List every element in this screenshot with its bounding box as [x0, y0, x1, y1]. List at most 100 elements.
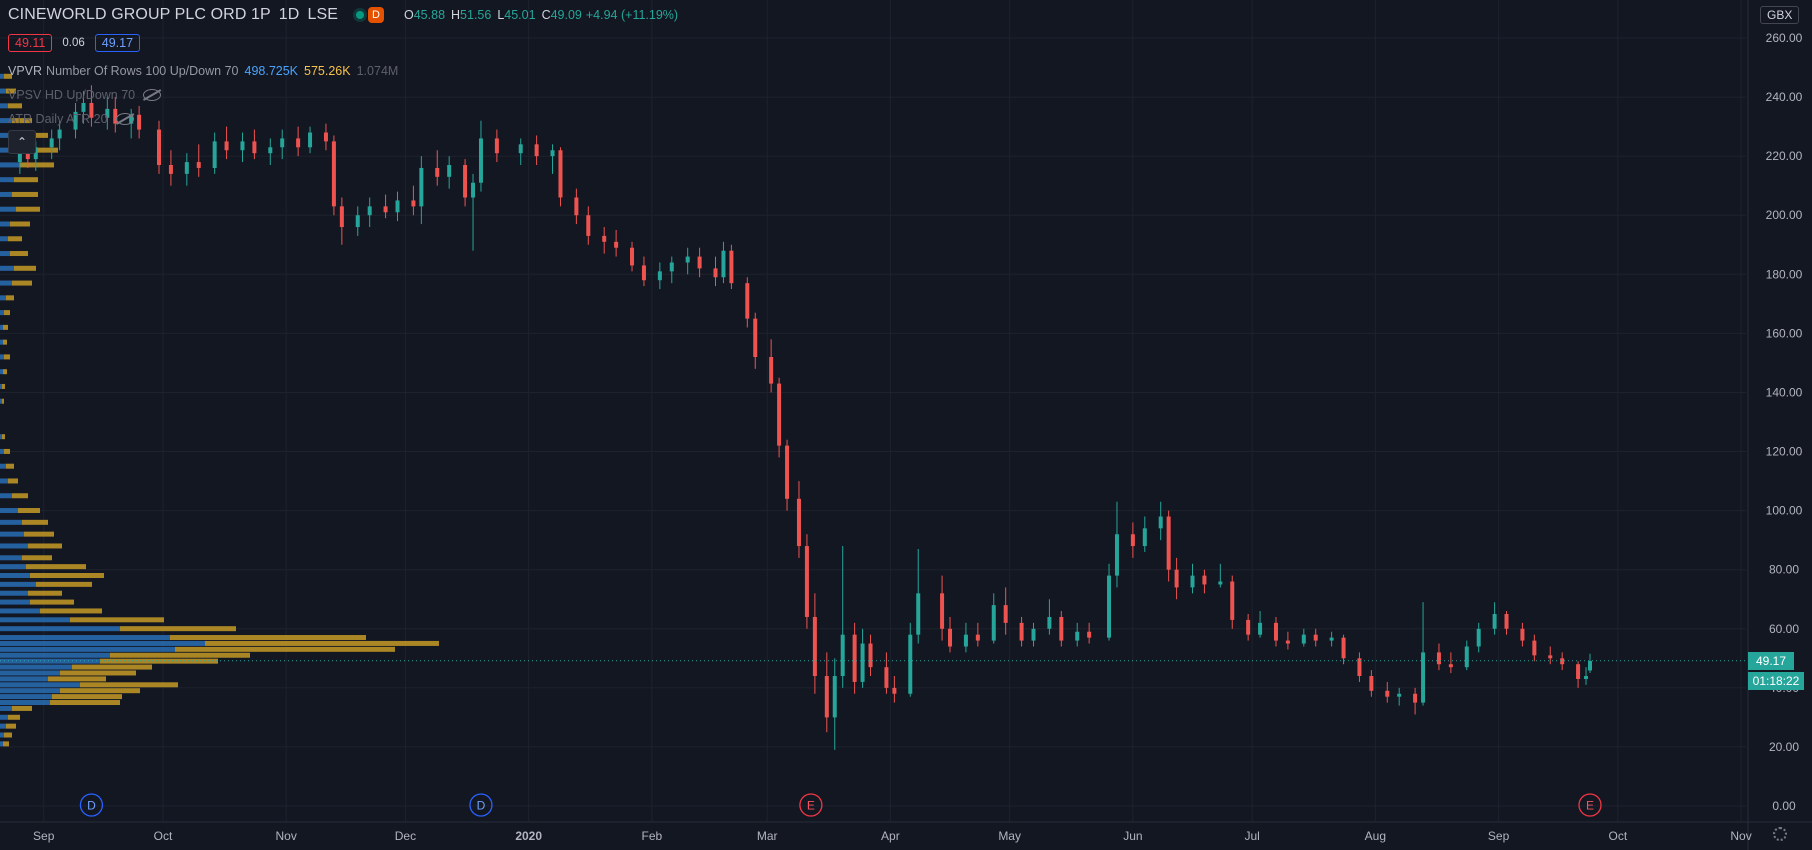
- candle-body: [196, 162, 201, 168]
- vp-up-bar: [0, 682, 80, 688]
- vp-up-bar: [0, 573, 30, 578]
- vp-up-bar: [0, 652, 110, 658]
- candle-body: [1059, 616, 1064, 641]
- symbol-title[interactable]: CINEWORLD GROUP PLC ORD 1P: [8, 6, 271, 23]
- candle-body: [280, 138, 285, 148]
- vp-up-bar: [0, 324, 3, 330]
- currency-label[interactable]: GBX: [1760, 6, 1800, 24]
- vpvr-legend[interactable]: VPVR Number Of Rows 100 Up/Down 70 498.7…: [8, 64, 398, 78]
- y-tick-label: 200.00: [1766, 208, 1803, 222]
- vp-down-bar: [2, 398, 4, 404]
- vp-down-bar: [48, 676, 106, 682]
- vp-up-bar: [0, 599, 30, 605]
- chart-grid: [0, 0, 1746, 822]
- x-tick-label: Nov: [1730, 829, 1751, 843]
- vp-down-bar: [10, 221, 30, 227]
- vp-down-bar: [120, 626, 236, 632]
- vpsv-label: VPSV HD Up/Down 70: [8, 88, 136, 102]
- buy-button[interactable]: 49.17: [94, 34, 141, 52]
- candle-body: [824, 676, 829, 718]
- y-tick-label: 180.00: [1766, 267, 1803, 281]
- candle-body: [224, 141, 229, 151]
- x-tick-label: Sep: [33, 829, 55, 843]
- vp-down-bar: [40, 608, 102, 614]
- candle-body: [105, 108, 110, 118]
- vp-up-bar: [0, 448, 4, 454]
- spread-value: 0.06: [62, 37, 85, 49]
- vp-up-bar: [0, 688, 60, 694]
- candle-body: [558, 150, 563, 198]
- vp-down-bar: [2, 383, 5, 389]
- vp-down-bar: [3, 324, 8, 330]
- atr-label: ATR Daily ATR 20: [8, 112, 108, 126]
- candle-body: [1504, 614, 1509, 629]
- candle-body: [860, 643, 865, 682]
- candle-body: [868, 643, 873, 668]
- vp-up-bar: [0, 398, 2, 404]
- vp-down-bar: [28, 590, 62, 596]
- atr-legend[interactable]: ATR Daily ATR 20: [8, 112, 134, 126]
- candle-body: [574, 197, 579, 216]
- vp-up-bar: [0, 434, 2, 440]
- x-tick-label: Aug: [1365, 829, 1386, 843]
- hidden-eye-icon[interactable]: [115, 113, 134, 125]
- vp-up-bar: [0, 280, 12, 286]
- candle-body: [697, 256, 702, 269]
- vp-up-bar: [0, 640, 205, 646]
- interval-label[interactable]: 1D: [278, 6, 300, 23]
- vp-down-bar: [70, 617, 164, 623]
- y-tick-label: 220.00: [1766, 149, 1803, 163]
- vp-down-bar: [12, 280, 32, 286]
- vp-up-bar: [0, 221, 10, 227]
- candle-body: [339, 206, 344, 228]
- delayed-data-badge[interactable]: D: [368, 7, 384, 23]
- vp-up-bar: [0, 626, 120, 632]
- vpvr-total-volume: 1.074M: [356, 64, 399, 78]
- candle-body: [73, 111, 78, 130]
- vp-down-bar: [6, 295, 14, 301]
- vp-up-bar: [0, 478, 8, 484]
- vp-up-bar: [0, 265, 14, 271]
- x-tick-label: Nov: [276, 829, 297, 843]
- candle-body: [884, 667, 889, 688]
- vp-down-bar: [110, 652, 250, 658]
- vpvr-up-volume: 498.725K: [244, 64, 299, 78]
- vp-up-bar: [0, 88, 6, 94]
- vp-down-bar: [24, 531, 54, 537]
- y-tick-label: 80.00: [1769, 563, 1799, 577]
- vp-up-bar: [0, 732, 4, 738]
- candle-body: [1190, 575, 1195, 588]
- vp-down-bar: [12, 191, 38, 197]
- candle-body: [1588, 660, 1592, 671]
- y-tick-label: 60.00: [1769, 622, 1799, 636]
- vpvr-name: VPVR: [8, 64, 43, 78]
- hidden-eye-icon[interactable]: [143, 89, 162, 101]
- sell-button[interactable]: 49.11: [8, 34, 53, 52]
- candle-body: [323, 132, 328, 142]
- candle-body: [1246, 619, 1251, 635]
- vpsv-legend[interactable]: VPSV HD Up/Down 70: [8, 88, 162, 102]
- candle-body: [963, 634, 968, 647]
- candle-body: [1114, 534, 1119, 576]
- candle-body: [17, 153, 22, 163]
- gear-icon[interactable]: [1773, 827, 1787, 841]
- vp-down-bar: [6, 463, 14, 469]
- vp-up-bar: [0, 581, 36, 587]
- candle-body: [908, 634, 913, 694]
- vp-down-bar: [205, 640, 439, 646]
- candle-body: [641, 265, 646, 281]
- candle-body: [157, 129, 161, 166]
- earnings-marker: [1578, 793, 1602, 817]
- candle-body: [534, 144, 539, 157]
- vp-up-bar: [0, 741, 3, 747]
- collapse-legend-button[interactable]: ⌃: [8, 130, 36, 154]
- candle-body: [1075, 631, 1080, 641]
- candle-body: [1258, 622, 1263, 635]
- candle-body: [1584, 676, 1589, 679]
- candle-body: [948, 628, 953, 647]
- candle-body: [669, 262, 674, 272]
- vp-down-bar: [30, 599, 74, 605]
- vpvr-params: Number Of Rows 100 Up/Down 70: [46, 64, 239, 78]
- vp-down-bar: [80, 682, 178, 688]
